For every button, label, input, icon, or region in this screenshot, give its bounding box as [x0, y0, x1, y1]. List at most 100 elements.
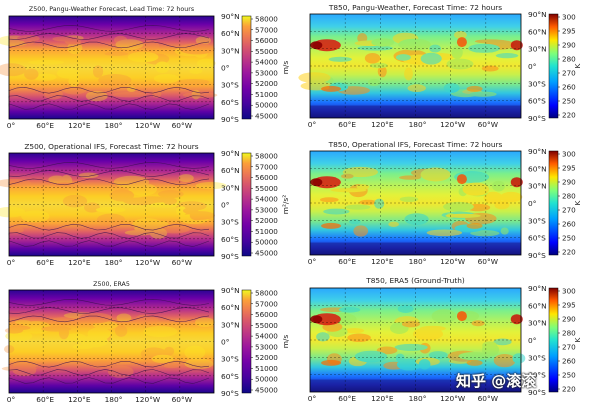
- texture-blob: [178, 174, 194, 183]
- texture-blob: [195, 317, 215, 328]
- colorbar-unit: K: [573, 337, 582, 342]
- gridlines: [9, 290, 214, 393]
- texture-blob: [468, 43, 500, 53]
- texture-blob: [44, 88, 63, 100]
- texture-blob: [399, 175, 421, 180]
- texture-blob: [482, 341, 497, 350]
- texture-blob: [93, 334, 110, 341]
- y-tick-label: 60°N: [221, 303, 240, 312]
- texture-blob: [65, 180, 83, 189]
- texture-blob: [193, 46, 209, 58]
- texture-blob: [160, 224, 190, 234]
- texture-blob: [96, 213, 126, 226]
- texture-blob: [512, 353, 526, 364]
- texture-blob: [458, 352, 491, 361]
- colorbar-tick-label: 54000: [255, 332, 278, 341]
- texture-blob: [174, 318, 184, 324]
- colorbar-tick-label: 56000: [255, 310, 278, 319]
- y-tick-label: 60°N: [221, 166, 240, 175]
- y-tick-label: 0°: [528, 199, 536, 208]
- texture-blob: [98, 73, 132, 87]
- texture-blob: [347, 333, 371, 343]
- texture-blob: [500, 191, 523, 203]
- contour-line: [8, 178, 210, 186]
- texture-blob: [377, 65, 387, 78]
- y-tick-label: 90°N: [221, 12, 240, 21]
- texture-blob: [48, 175, 66, 184]
- texture-blob: [454, 30, 467, 39]
- texture-blob: [12, 365, 37, 376]
- texture-blob: [143, 53, 170, 65]
- y-tick-label: 90°S: [528, 251, 546, 260]
- colorbar-tick-label: 220: [562, 248, 576, 257]
- colorbar-tick-label: 55000: [255, 47, 278, 56]
- y-tick-label: 90°S: [528, 114, 546, 123]
- texture-blob: [127, 51, 159, 63]
- texture-blob: [21, 210, 50, 223]
- colorbar-tick-label: 260: [562, 83, 576, 92]
- texture-blob: [78, 312, 113, 324]
- texture-blob: [319, 197, 339, 203]
- x-tick-label: 60°E: [36, 258, 54, 267]
- panel-3: Z500, Operational IFS, Forecast Time: 72…: [0, 142, 290, 267]
- colorbar-tick-label: 51000: [255, 90, 278, 99]
- colorbar-tick-label: 300: [562, 150, 576, 159]
- colorbar-tick-label: 52000: [255, 216, 278, 225]
- gridlines: [9, 16, 214, 119]
- texture-blob: [344, 327, 365, 334]
- colorbar-tick-label: 50000: [255, 101, 278, 110]
- panel-title: Z500, Pangu-Weather Forecast, Lead Time:…: [29, 6, 194, 13]
- texture-blob: [123, 197, 158, 206]
- texture-blob: [443, 201, 474, 212]
- contour-lines: [8, 299, 210, 384]
- texture-blob: [153, 74, 180, 84]
- texture-blob: [143, 325, 178, 338]
- y-tick-label: 60°S: [528, 234, 546, 243]
- texture-blob: [62, 194, 88, 208]
- colorbar-tick-label: 260: [562, 357, 576, 366]
- texture-blob: [420, 52, 442, 65]
- colorbar-tick-label: 280: [562, 192, 576, 201]
- texture-blob: [68, 75, 80, 87]
- colorbar-tick-label: 58000: [255, 289, 278, 298]
- colorbar: [548, 150, 559, 256]
- y-tick-label: 30°S: [528, 79, 546, 88]
- texture-blob: [132, 218, 162, 231]
- x-tick-label: 60°W: [172, 258, 193, 267]
- y-tick-label: 60°N: [221, 29, 240, 38]
- contour-lines: [8, 162, 210, 247]
- hot-spot: [466, 222, 483, 229]
- colorbar-tick-label: 56000: [255, 173, 278, 182]
- texture-blob: [451, 45, 463, 60]
- x-tick-label: 60°W: [478, 394, 499, 403]
- hot-spot: [510, 177, 523, 188]
- x-tick-label: 120°E: [68, 395, 91, 404]
- x-tick-label: 0°: [308, 120, 316, 129]
- colorbar-tick-label: 270: [562, 69, 576, 78]
- colorbar-tick-label: 51000: [255, 364, 278, 373]
- texture-blob: [399, 196, 419, 203]
- texture-blob: [481, 65, 499, 72]
- contour-line: [8, 86, 210, 94]
- texture-blob: [116, 313, 132, 322]
- texture-blob: [431, 309, 457, 324]
- colorbar-tick-label: 270: [562, 343, 576, 352]
- texture-blob: [32, 73, 57, 81]
- colorbar-unit: m²/s²: [281, 195, 290, 215]
- colorbar: [241, 15, 252, 120]
- x-tick-label: 120°W: [135, 121, 161, 130]
- texture-blob: [48, 316, 85, 326]
- hot-spot: [456, 311, 467, 322]
- texture-blob: [348, 219, 361, 225]
- texture-blob: [85, 90, 108, 102]
- texture-blob: [151, 354, 174, 364]
- hot-spot: [456, 37, 467, 48]
- colorbar-tick-label: 54000: [255, 58, 278, 67]
- y-tick-label: 60°S: [528, 97, 546, 106]
- texture-blob: [78, 172, 99, 179]
- colorbar-tick-label: 55000: [255, 321, 278, 330]
- x-tick-label: 0°: [308, 257, 316, 266]
- texture-blob: [0, 63, 27, 77]
- texture-blob: [174, 46, 206, 57]
- contour-line: [8, 315, 210, 323]
